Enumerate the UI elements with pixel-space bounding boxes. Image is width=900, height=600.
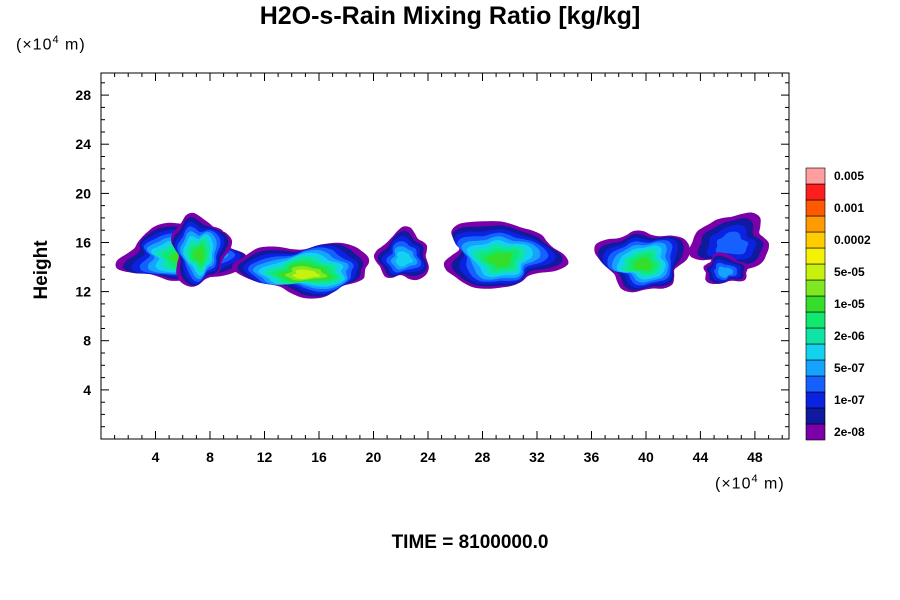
- y-tick-label: 28: [75, 87, 91, 103]
- x-axis: 4 8 12 16 20 24 28 32 36 40 44 48: [114, 73, 783, 465]
- colorbar-label: 5e-07: [834, 361, 865, 375]
- colorbar: 2e-08 1e-07 5e-07 2e-06 1e-05 5e-05 0.0002 0.00…: [805, 167, 871, 441]
- colorbar-swatch: [805, 215, 826, 233]
- colorbar-swatch: [805, 263, 826, 281]
- contour-level: [192, 245, 205, 264]
- y-tick-label: 20: [75, 185, 91, 201]
- y-tick-label: 12: [75, 284, 91, 300]
- contour-fields: [115, 212, 770, 299]
- colorbar-label: 2e-06: [834, 329, 865, 343]
- colorbar-label: 0.0002: [834, 233, 871, 247]
- x-unit-label: (×104 m): [715, 473, 785, 493]
- plot-frame: [100, 72, 790, 440]
- colorbar-swatch: [805, 327, 826, 345]
- contour-level: [633, 257, 654, 271]
- y-tick-label: 4: [83, 382, 91, 398]
- contour-level: [395, 251, 413, 267]
- colorbar-swatch: [805, 359, 826, 377]
- contour-level: [486, 252, 512, 268]
- x-tick-label: 40: [638, 449, 654, 465]
- x-tick-label: 8: [206, 449, 214, 465]
- x-tick-label: 36: [584, 449, 600, 465]
- x-tick-label: 16: [311, 449, 327, 465]
- x-tick-label: 24: [420, 449, 436, 465]
- x-tick-label: 28: [475, 449, 491, 465]
- colorbar-swatch: [805, 391, 826, 409]
- colorbar-label: 1e-05: [834, 297, 865, 311]
- colorbar-swatch: [805, 167, 826, 185]
- colorbar-swatch: [805, 183, 826, 201]
- y-tick-label: 24: [75, 136, 91, 152]
- colorbar-swatch: [805, 199, 826, 217]
- colorbar-swatch: [805, 423, 826, 441]
- x-tick-label: 12: [257, 449, 273, 465]
- colorbar-swatch: [805, 247, 826, 265]
- x-tick-label: 48: [747, 449, 763, 465]
- contour-level: [717, 266, 733, 278]
- colorbar-swatch: [805, 231, 826, 249]
- colorbar-label: 5e-05: [834, 265, 865, 279]
- colorbar-label: 0.005: [834, 169, 864, 183]
- time-label: TIME = 8100000.0: [391, 532, 549, 553]
- y-axis: 4 8 12 16 20 24 28: [75, 82, 789, 428]
- y-tick-label: 8: [83, 333, 91, 349]
- x-tick-label: 32: [529, 449, 545, 465]
- x-tick-label: 20: [366, 449, 382, 465]
- colorbar-label: 1e-07: [834, 393, 865, 407]
- colorbar-swatch: [805, 343, 826, 361]
- y-axis-title: Height: [31, 240, 52, 300]
- colorbar-swatch: [805, 407, 826, 425]
- contour-level: [292, 269, 321, 279]
- colorbar-swatch: [805, 295, 826, 313]
- contour-level: [715, 231, 749, 255]
- x-tick-label: 44: [693, 449, 709, 465]
- colorbar-label: 2e-08: [834, 425, 865, 439]
- chart-title: H2O-s-Rain Mixing Ratio [kg/kg]: [259, 2, 641, 30]
- colorbar-swatch: [805, 311, 826, 329]
- y-unit-label: (×104 m): [16, 34, 86, 54]
- colorbar-swatch: [805, 279, 826, 297]
- colorbar-swatch: [805, 375, 826, 393]
- colorbar-label: 0.001: [834, 201, 864, 215]
- y-tick-label: 16: [75, 234, 91, 250]
- x-tick-label: 4: [152, 449, 160, 465]
